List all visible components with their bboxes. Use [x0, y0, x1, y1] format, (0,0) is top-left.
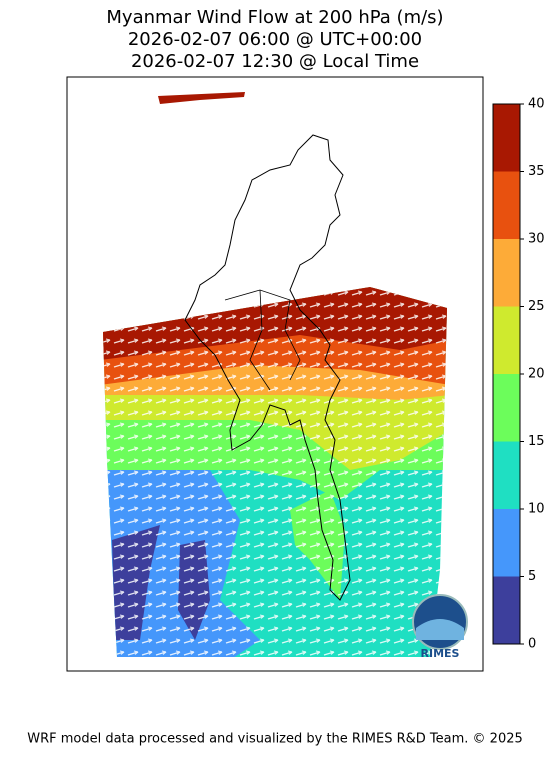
wind-speed-region: [158, 92, 245, 104]
colorbar-band: [493, 374, 520, 442]
colorbar-tick-label: 10: [528, 502, 545, 517]
colorbar-band: [493, 509, 520, 577]
footer: WRF model data processed and visualized …: [27, 732, 523, 747]
colorbar-band: [493, 239, 520, 307]
title-line: Myanmar Wind Flow at 200 hPa (m/s): [106, 7, 443, 28]
colorbar-tick-label: 5: [528, 569, 536, 584]
country-outline: [184, 134, 351, 601]
wind-field-fragment: [158, 92, 245, 104]
colorbar-band: [493, 441, 520, 509]
colorbar-tick-label: 40: [528, 97, 545, 112]
colorbar-tick-label: 20: [528, 367, 545, 382]
colorbar-tick-label: 15: [528, 434, 545, 449]
logo: RIMES: [412, 594, 468, 660]
colorbar-band: [493, 306, 520, 374]
colorbar-tick-label: 35: [528, 164, 545, 179]
colorbar-band: [493, 104, 520, 172]
title-line: 2026-02-07 06:00 @ UTC+00:00: [128, 29, 422, 50]
colorbar-tick-label: 0: [528, 637, 536, 652]
colorbar-tick-label: 30: [528, 232, 545, 247]
logo-text: RIMES: [421, 647, 460, 660]
wind-arrows: [103, 287, 447, 657]
colorbar: 0 5 10 15 20 25 30 35 40: [492, 97, 545, 652]
colorbar-band: [493, 171, 520, 239]
colorbar-tick-label: 25: [528, 299, 545, 314]
title-line: 2026-02-07 12:30 @ Local Time: [131, 51, 419, 72]
colorbar-band: [493, 576, 520, 644]
state-boundaries: [224, 289, 301, 391]
